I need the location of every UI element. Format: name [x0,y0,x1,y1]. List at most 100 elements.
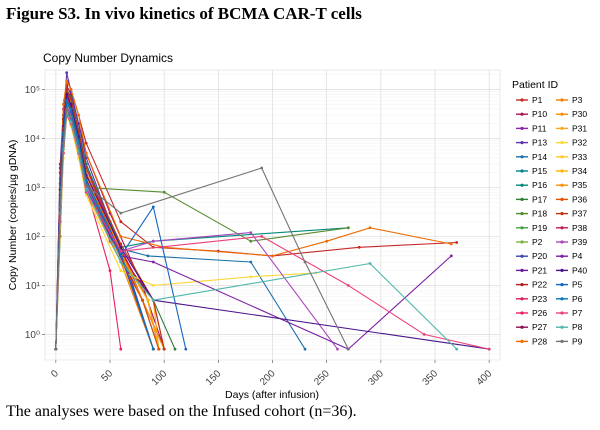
data-point [249,231,253,235]
series-lines [54,71,491,351]
legend-label: P10 [532,109,547,119]
data-point [357,245,361,249]
legend-item-p2: P2 [516,237,543,247]
legend-label: P5 [572,280,583,290]
y-tick-label: 10² [26,232,41,243]
legend-item-p23: P23 [516,294,547,304]
x-tick-label: 300 [366,368,386,388]
legend-label: P36 [572,194,587,204]
x-tick-label: 400 [475,368,495,388]
legend-item-p35: P35 [556,180,587,190]
legend-swatch-point [560,240,564,244]
data-point [346,347,350,351]
data-point [325,239,329,243]
legend-swatch-point [560,126,564,130]
legend-swatch-point [520,283,524,287]
data-point [346,226,350,230]
legend-label: P34 [572,166,587,176]
data-point [303,260,307,264]
data-point [77,144,80,148]
legend-item-p3: P3 [556,95,583,105]
legend-item-p1: P1 [516,95,543,105]
legend-label: P4 [572,251,583,261]
legend-item-p27: P27 [516,322,547,332]
legend-label: P22 [532,280,547,290]
data-point [151,284,155,287]
data-point [449,254,453,258]
legend-swatch-point [560,297,564,301]
data-point [422,333,426,336]
legend-swatch-point [560,268,564,272]
legend-label: P32 [572,138,587,148]
legend-swatch-point [560,112,564,116]
data-point [119,269,123,273]
legend-item-p11: P11 [516,123,547,133]
data-point [346,284,350,287]
data-point [119,245,123,249]
legend-swatch-point [560,283,564,287]
series-p9 [54,107,350,351]
legend-label: P38 [572,223,587,233]
data-point [303,347,307,351]
legend-item-p22: P22 [516,280,547,290]
x-tick-label: 200 [258,368,278,388]
legend-swatch-point [520,155,524,159]
data-point [62,102,65,106]
legend-label: P9 [572,336,583,346]
data-point [184,347,188,351]
legend-swatch-point [520,212,524,216]
data-point [77,113,80,117]
legend-item-p30: P30 [556,109,587,119]
legend-label: P21 [532,265,547,275]
data-point [69,88,73,91]
data-point [173,347,177,351]
legend-swatch-point [560,98,564,102]
data-point [260,235,264,238]
legend-item-p20: P20 [516,251,547,261]
legend-item-p26: P26 [516,308,547,318]
legend-swatch-point [520,268,524,272]
legend-label: P37 [572,209,587,219]
data-point [65,99,69,102]
legend-item-p28: P28 [516,336,547,346]
legend-label: P16 [532,180,547,190]
legend: P1 P10 P11 P13 P14 P15 P16 P17 P18 P19 P2 P20 P21 P22… [516,95,587,346]
legend-item-p16: P16 [516,180,547,190]
data-point [65,107,69,111]
data-point [368,226,372,230]
legend-label: P33 [572,152,587,162]
legend-item-p14: P14 [516,152,547,162]
data-point [54,347,58,351]
data-point [151,298,155,302]
legend-label: P17 [532,194,547,204]
legend-swatch-point [560,141,564,145]
legend-label: P23 [532,294,547,304]
legend-swatch-point [560,212,564,216]
legend-swatch-point [560,254,564,258]
data-point [119,252,123,255]
data-point [119,249,123,253]
data-point [151,205,155,209]
legend-label: P14 [532,152,547,162]
legend-item-p13: P13 [516,138,547,148]
legend-swatch-point [560,339,564,343]
data-point [260,166,264,170]
legend-label: P2 [532,237,543,247]
legend-swatch-point [520,98,524,102]
data-point [368,262,372,265]
data-point [119,347,123,351]
data-point [62,141,65,145]
legend-item-p36: P36 [556,194,587,204]
data-point [84,141,88,145]
legend-label: P26 [532,308,547,318]
legend-swatch-point [520,197,524,201]
legend-label: P18 [532,209,547,219]
data-point [146,298,150,302]
data-point [119,220,123,224]
y-tick-label: 10³ [26,183,41,194]
data-point [162,347,166,351]
data-point [162,190,166,194]
legend-item-p15: P15 [516,166,547,176]
data-point [84,151,88,155]
chart-title: Copy Number Dynamics [43,51,173,65]
